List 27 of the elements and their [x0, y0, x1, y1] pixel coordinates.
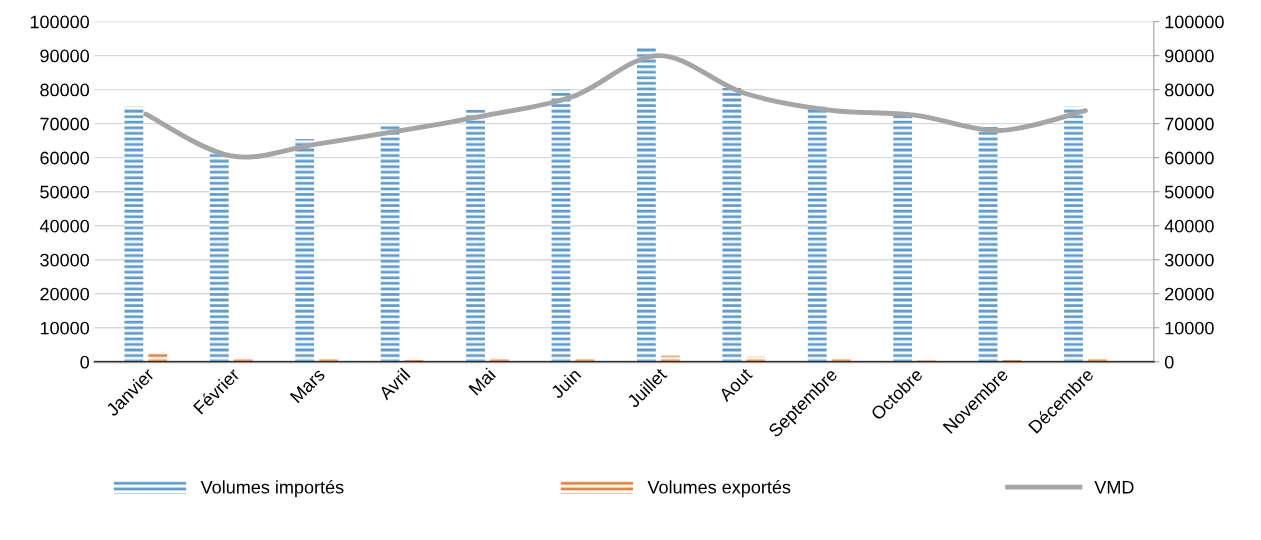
y2-tick-label: 10000: [1165, 321, 1214, 335]
x-tick-label: Juin: [549, 367, 582, 400]
y-tick-label: 0: [80, 355, 90, 369]
y2-tick-label: 40000: [1164, 219, 1214, 233]
legend-label: Volumes exportés: [647, 480, 791, 498]
y-tick-label: 40000: [39, 219, 90, 233]
y-tick-label: 50000: [40, 185, 90, 199]
legend-label: Volumes importés: [200, 480, 344, 498]
y-tick-label: 60000: [40, 151, 90, 165]
y-tick-label: 20000: [40, 287, 90, 301]
y-tick-label: 70000: [40, 117, 90, 131]
y2-tick-label: 80000: [1165, 83, 1214, 97]
legend-label: VMD: [1094, 480, 1134, 494]
y2-tick-label: 70000: [1165, 117, 1214, 131]
x-tick-label: Mai: [468, 367, 497, 396]
y2-tick-label: 0: [1164, 355, 1174, 369]
y-tick-label: 80000: [40, 83, 90, 97]
y2-tick-label: 50000: [1164, 185, 1214, 199]
y2-tick-label: 20000: [1165, 287, 1214, 301]
y2-tick-label: 90000: [1165, 49, 1214, 63]
y2-tick-label: 30000: [1164, 253, 1214, 267]
y2-tick-label: 60000: [1165, 151, 1214, 165]
y-tick-label: 90000: [40, 49, 90, 63]
y-tick-label: 100000: [30, 15, 90, 29]
y-tick-label: 10000: [40, 321, 90, 335]
y-tick-label: 30000: [40, 253, 90, 267]
y2-tick-label: 100000: [1165, 15, 1224, 29]
